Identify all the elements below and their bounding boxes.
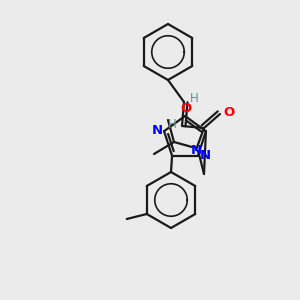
Text: N: N bbox=[190, 143, 202, 157]
Text: N: N bbox=[152, 124, 163, 137]
Text: N: N bbox=[200, 149, 211, 162]
Text: H: H bbox=[168, 118, 176, 130]
Text: O: O bbox=[224, 106, 235, 118]
Text: H: H bbox=[190, 92, 198, 106]
Text: O: O bbox=[180, 103, 192, 116]
